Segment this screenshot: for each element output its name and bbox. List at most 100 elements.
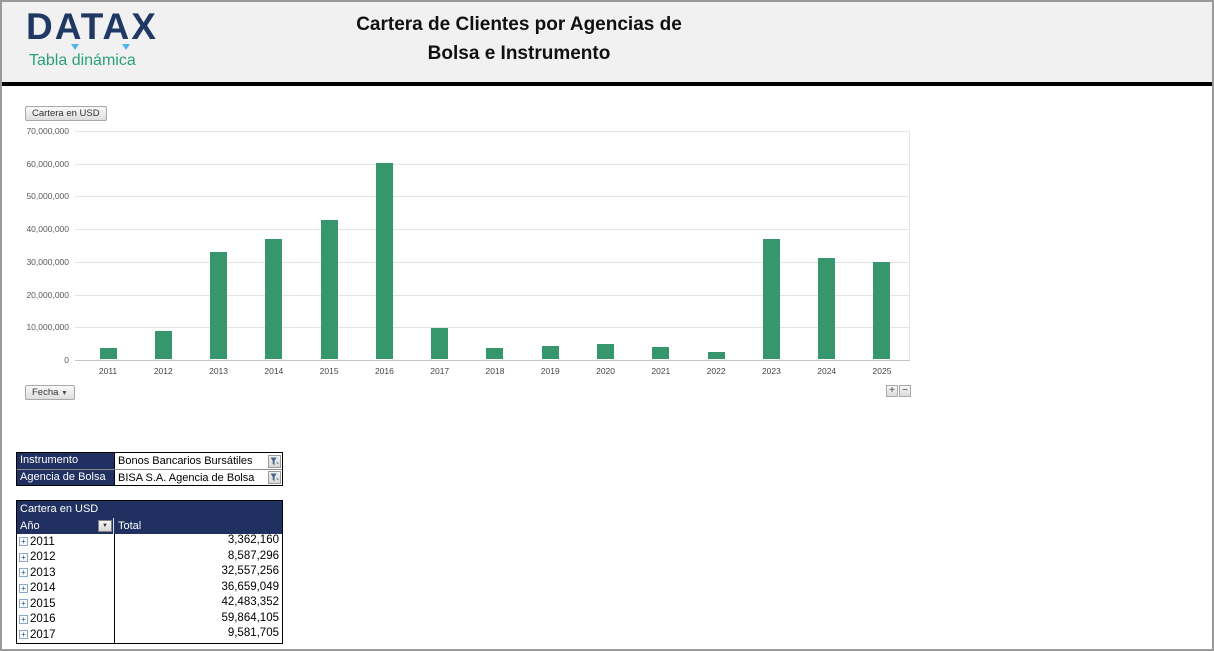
x-axis-tick-label: 2022 bbox=[706, 366, 726, 376]
table-row: +2013 32,557,256 bbox=[17, 565, 282, 581]
row-field-label: Año bbox=[20, 520, 40, 532]
y-axis-tick-label: 40,000,000 bbox=[26, 224, 69, 234]
gridline bbox=[75, 360, 910, 361]
row-total: 42,483,352 bbox=[113, 596, 282, 612]
report-filters: Instrumento Bonos Bancarios Bursátiles A… bbox=[16, 452, 283, 486]
bar-2019[interactable] bbox=[541, 346, 559, 359]
row-year: 2017 bbox=[30, 628, 56, 641]
bar-2015[interactable] bbox=[320, 220, 338, 359]
report-header: DATAX Tabla dinámica Cartera de Clientes… bbox=[2, 2, 1212, 86]
table-row: +2012 8,587,296 bbox=[17, 549, 282, 565]
bar-2016[interactable] bbox=[375, 163, 393, 359]
x-axis-tick-label: 2014 bbox=[264, 366, 284, 376]
bar-2013[interactable] bbox=[210, 252, 228, 359]
bar-2020[interactable] bbox=[597, 344, 615, 359]
expand-icon[interactable]: + bbox=[19, 568, 28, 578]
x-axis-tick-label: 2017 bbox=[430, 366, 450, 376]
expand-icon[interactable]: + bbox=[19, 630, 28, 640]
filter-funnel-icon[interactable] bbox=[268, 471, 281, 484]
row-year: 2016 bbox=[30, 613, 56, 626]
row-year: 2012 bbox=[30, 551, 56, 564]
chart-value-field-button[interactable]: Cartera en USD bbox=[25, 106, 107, 121]
pivot-row-field-header: Año ▼ bbox=[17, 518, 114, 534]
row-total: 59,864,105 bbox=[113, 611, 282, 627]
bar-2021[interactable] bbox=[652, 347, 670, 359]
filter-value-instrumento[interactable]: Bonos Bancarios Bursátiles bbox=[114, 453, 282, 469]
page-title-line2: Bolsa e Instrumento bbox=[427, 43, 611, 65]
table-row: +2016 59,864,105 bbox=[17, 611, 282, 627]
x-axis-tick-label: 2020 bbox=[596, 366, 616, 376]
y-axis-tick-label: 10,000,000 bbox=[26, 322, 69, 332]
filter-selected-value: BISA S.A. Agencia de Bolsa bbox=[118, 471, 255, 484]
filter-row: Agencia de Bolsa BISA S.A. Agencia de Bo… bbox=[17, 469, 282, 485]
row-year: 2014 bbox=[30, 582, 56, 595]
row-year: 2015 bbox=[30, 597, 56, 610]
bar-chart-plot-area: 70,000,000 60,000,000 50,000,000 40,000,000… bbox=[26, 126, 910, 376]
chart-axis-field-button[interactable]: Fecha ▼ bbox=[25, 385, 75, 400]
logo-subtitle: Tabla dinámica bbox=[29, 52, 136, 69]
pivot-total-header: Total bbox=[118, 520, 142, 532]
filter-value-agencia[interactable]: BISA S.A. Agencia de Bolsa bbox=[114, 470, 282, 485]
gridline bbox=[75, 196, 910, 197]
row-total: 32,557,256 bbox=[113, 565, 282, 581]
zoom-in-button[interactable]: + bbox=[886, 385, 898, 397]
page-title-line1: Cartera de Clientes por Agencias de bbox=[356, 14, 682, 35]
row-total: 9,581,705 bbox=[113, 627, 282, 643]
gridline bbox=[75, 327, 910, 328]
y-axis-tick-label: 70,000,000 bbox=[26, 126, 69, 136]
bar-2025[interactable] bbox=[873, 262, 891, 359]
bar-2024[interactable] bbox=[818, 258, 836, 359]
x-axis-tick-label: 2015 bbox=[319, 366, 339, 376]
y-axis-tick-label: 20,000,000 bbox=[26, 290, 69, 300]
zoom-out-button[interactable]: − bbox=[899, 385, 911, 397]
y-axis-tick-label: 0 bbox=[64, 355, 69, 365]
gridline bbox=[75, 229, 910, 230]
table-row: +2015 42,483,352 bbox=[17, 596, 282, 612]
gridline bbox=[75, 164, 910, 165]
chevron-down-icon: ▼ bbox=[61, 390, 68, 397]
bar-2011[interactable] bbox=[99, 348, 117, 359]
expand-icon[interactable]: + bbox=[19, 537, 28, 547]
expand-icon[interactable]: + bbox=[19, 583, 28, 593]
filter-label-instrumento: Instrumento bbox=[17, 453, 114, 469]
gridline bbox=[75, 131, 910, 132]
bar-2022[interactable] bbox=[707, 352, 725, 359]
x-axis-tick-label: 2011 bbox=[98, 366, 118, 376]
pivot-title: Cartera en USD bbox=[17, 501, 282, 518]
row-year: 2011 bbox=[30, 535, 55, 548]
expand-icon[interactable]: + bbox=[19, 552, 28, 562]
bar-2023[interactable] bbox=[762, 239, 780, 359]
pivot-header-row: Año ▼ Total bbox=[17, 518, 282, 534]
logo-accent-icon bbox=[122, 44, 130, 50]
gridline bbox=[75, 295, 910, 296]
page-title: Cartera de Clientes por Agencias de Bols… bbox=[317, 10, 721, 69]
y-axis-tick-label: 30,000,000 bbox=[26, 257, 69, 267]
expand-icon[interactable]: + bbox=[19, 599, 28, 609]
filter-row: Instrumento Bonos Bancarios Bursátiles bbox=[17, 453, 282, 469]
bar-2012[interactable] bbox=[154, 331, 172, 359]
row-total: 36,659,049 bbox=[113, 580, 282, 596]
row-total: 8,587,296 bbox=[113, 549, 282, 565]
x-axis-tick-label: 2018 bbox=[485, 366, 505, 376]
row-year: 2013 bbox=[30, 566, 56, 579]
x-axis-tick-label: 2012 bbox=[153, 366, 173, 376]
bar-2018[interactable] bbox=[486, 348, 504, 359]
logo-accent-icon bbox=[71, 44, 79, 50]
bar-2014[interactable] bbox=[265, 239, 283, 359]
filter-label-agencia: Agencia de Bolsa bbox=[17, 470, 114, 485]
filter-funnel-icon[interactable] bbox=[268, 454, 281, 468]
plot-right-border bbox=[909, 131, 910, 360]
expand-icon[interactable]: + bbox=[19, 614, 28, 624]
axis-field-label: Fecha bbox=[32, 387, 59, 398]
x-axis-tick-label: 2021 bbox=[651, 366, 671, 376]
x-axis-tick-label: 2019 bbox=[540, 366, 560, 376]
x-axis-tick-label: 2023 bbox=[761, 366, 781, 376]
datax-logo: DATAX bbox=[26, 6, 158, 47]
filter-selected-value: Bonos Bancarios Bursátiles bbox=[118, 455, 253, 467]
table-row: +2011 3,362,160 bbox=[17, 534, 282, 550]
x-axis-tick-label: 2016 bbox=[374, 366, 394, 376]
chart-zoom-controls: + − bbox=[886, 385, 911, 397]
row-field-dropdown-button[interactable]: ▼ bbox=[98, 520, 112, 532]
bar-2017[interactable] bbox=[431, 328, 449, 359]
